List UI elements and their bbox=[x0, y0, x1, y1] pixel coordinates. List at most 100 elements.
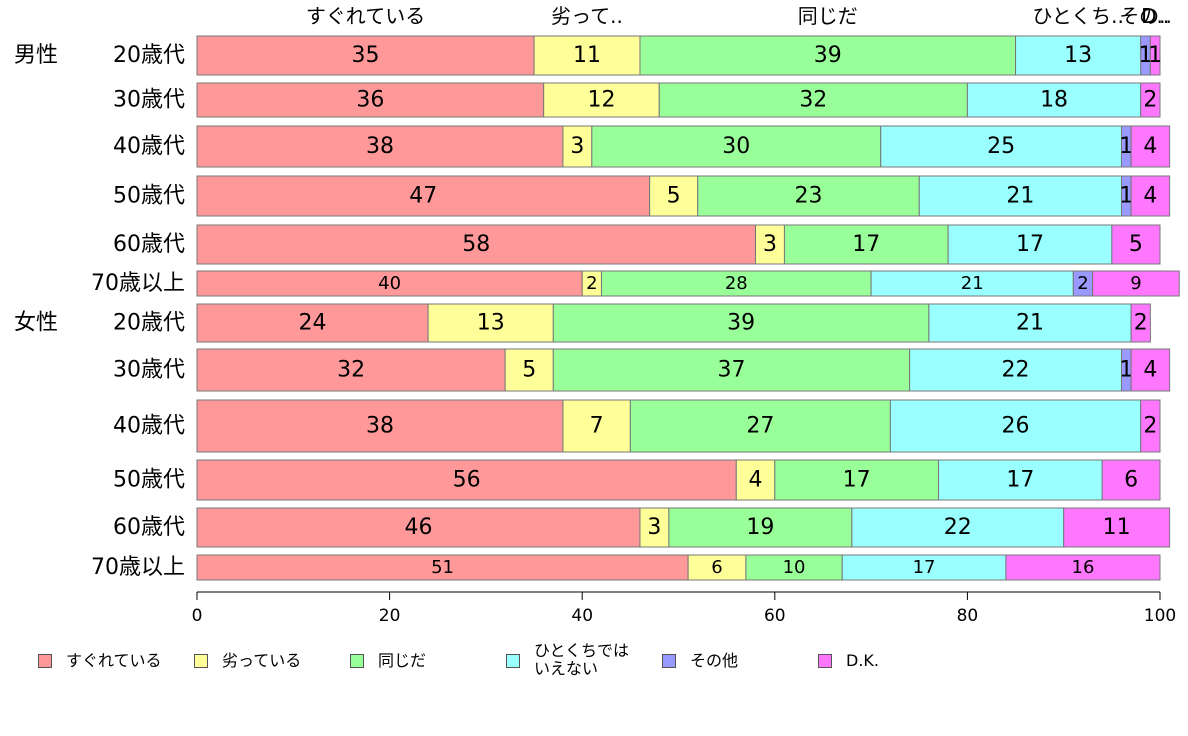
legend-item-cannot-say: ひとくちでは いえない bbox=[506, 642, 629, 678]
category-label-5: 60歳代 bbox=[113, 232, 185, 257]
bar-segment-11-4 bbox=[851, 507, 1065, 548]
legend-swatch-dk bbox=[818, 654, 832, 668]
data-label-9-6: 2 bbox=[1143, 414, 1157, 439]
data-label-6-4: 21 bbox=[961, 273, 984, 294]
category-label-6: 70歳以上 bbox=[91, 271, 185, 296]
data-label-6-1: 40 bbox=[378, 273, 401, 294]
bar-segment-4-6 bbox=[1130, 175, 1171, 217]
data-label-4-1: 47 bbox=[409, 184, 437, 209]
data-label-11-6: 11 bbox=[1103, 515, 1131, 540]
category-label-3: 40歳代 bbox=[113, 134, 185, 159]
bar-segment-8-3 bbox=[552, 348, 911, 392]
data-label-4-6: 4 bbox=[1143, 184, 1157, 209]
group-label-1: 男性 bbox=[14, 43, 58, 68]
legend-item-dk: D.K. bbox=[818, 642, 879, 670]
column-label-4: ひとくち.. bbox=[1032, 4, 1124, 28]
data-label-8-2: 5 bbox=[522, 358, 536, 383]
legend-swatch-superior bbox=[38, 654, 52, 668]
data-label-9-3: 27 bbox=[746, 414, 774, 439]
bar-segment-10-3 bbox=[774, 459, 940, 501]
legend-label-inferior: 劣っている bbox=[222, 651, 302, 670]
category-label-8: 30歳代 bbox=[113, 358, 185, 383]
bar-segment-5-1 bbox=[196, 224, 757, 265]
data-label-3-1: 38 bbox=[366, 134, 394, 159]
data-label-3-3: 30 bbox=[722, 134, 750, 159]
column-label-2: 劣って.. bbox=[551, 4, 623, 28]
column-label-5: その.. bbox=[1119, 4, 1172, 28]
data-label-2-4: 18 bbox=[1040, 88, 1068, 113]
bar-segment-2-1 bbox=[196, 82, 545, 118]
bar-segment-11-2 bbox=[639, 507, 670, 548]
data-label-9-2: 7 bbox=[590, 414, 604, 439]
data-label-4-5: 1 bbox=[1119, 184, 1133, 209]
bar-segment-7-6 bbox=[1130, 303, 1151, 343]
bar-segment-4-1 bbox=[196, 175, 651, 217]
legend-label-other: その他 bbox=[690, 651, 739, 670]
bar-segment-7-2 bbox=[427, 303, 554, 343]
data-label-3-6: 4 bbox=[1143, 134, 1157, 159]
bar-segment-3-1 bbox=[196, 125, 564, 168]
bar-segment-10-4 bbox=[938, 459, 1103, 501]
x-tick-label-60: 60 bbox=[764, 606, 786, 626]
bar-segment-4-3 bbox=[697, 175, 920, 217]
bar-segment-6-3 bbox=[600, 270, 872, 297]
legend-swatch-other bbox=[662, 654, 676, 668]
x-tick-label-20: 20 bbox=[379, 606, 401, 626]
legend-item-other: その他 bbox=[662, 642, 738, 670]
legend-label-dk: D.K. bbox=[846, 651, 879, 670]
legend-item-same: 同じだ bbox=[350, 642, 426, 670]
column-label-3: 同じだ bbox=[798, 4, 858, 28]
bar-segment-8-2 bbox=[504, 348, 554, 392]
data-label-6-5: 2 bbox=[1077, 273, 1088, 294]
bar-segment-11-6 bbox=[1063, 507, 1171, 548]
group-label-2: 女性 bbox=[14, 311, 58, 336]
data-label-1-2: 11 bbox=[573, 43, 601, 68]
category-label-2: 30歳代 bbox=[113, 88, 185, 113]
data-label-12-2: 6 bbox=[711, 557, 722, 578]
bar-segment-12-2 bbox=[687, 554, 747, 581]
data-label-5-6: 5 bbox=[1129, 232, 1143, 257]
data-label-10-1: 56 bbox=[453, 468, 481, 493]
data-label-3-2: 3 bbox=[570, 134, 584, 159]
data-label-2-3: 32 bbox=[799, 88, 827, 113]
data-label-5-2: 3 bbox=[763, 232, 777, 257]
data-label-5-1: 58 bbox=[462, 232, 490, 257]
data-label-10-4: 17 bbox=[1006, 468, 1034, 493]
legend-swatch-same bbox=[350, 654, 364, 668]
bar-segment-4-2 bbox=[649, 175, 699, 217]
data-label-5-4: 17 bbox=[1016, 232, 1044, 257]
bar-segment-1-6 bbox=[1149, 35, 1161, 76]
bar-segment-11-3 bbox=[668, 507, 853, 548]
bar-segment-12-4 bbox=[841, 554, 1007, 581]
data-label-2-2: 12 bbox=[587, 88, 615, 113]
bar-segment-12-6 bbox=[1005, 554, 1161, 581]
data-label-1-4: 13 bbox=[1064, 43, 1092, 68]
data-label-6-3: 28 bbox=[725, 273, 748, 294]
data-label-11-1: 46 bbox=[404, 515, 432, 540]
bar-segment-12-1 bbox=[196, 554, 689, 581]
legend: すぐれている 劣っている 同じだ ひとくちでは いえない その他 D.K. bbox=[38, 642, 1158, 682]
bar-segment-7-3 bbox=[552, 303, 930, 343]
data-label-1-3: 39 bbox=[814, 43, 842, 68]
category-label-9: 40歳代 bbox=[113, 414, 185, 439]
bar-segment-5-3 bbox=[783, 224, 949, 265]
data-label-8-5: 1 bbox=[1119, 358, 1133, 383]
bar-segment-3-3 bbox=[591, 125, 882, 168]
bar-segment-6-4 bbox=[870, 270, 1074, 297]
bar-segment-3-6 bbox=[1130, 125, 1171, 168]
x-tick-label-40: 40 bbox=[571, 606, 593, 626]
data-label-3-5: 1 bbox=[1119, 134, 1133, 159]
x-tick-label-80: 80 bbox=[957, 606, 979, 626]
data-label-11-4: 22 bbox=[944, 515, 972, 540]
data-label-12-6: 16 bbox=[1072, 557, 1095, 578]
data-label-7-2: 13 bbox=[477, 311, 505, 336]
data-label-11-2: 3 bbox=[647, 515, 661, 540]
data-label-9-4: 26 bbox=[1002, 414, 1030, 439]
category-label-10: 50歳代 bbox=[113, 468, 185, 493]
data-label-6-6: 9 bbox=[1130, 273, 1141, 294]
bar-segment-2-3 bbox=[658, 82, 968, 118]
bar-segment-6-6 bbox=[1092, 270, 1180, 297]
column-label-1: すぐれている bbox=[306, 4, 425, 28]
bar-segment-10-1 bbox=[196, 459, 737, 501]
data-label-7-4: 21 bbox=[1016, 311, 1044, 336]
